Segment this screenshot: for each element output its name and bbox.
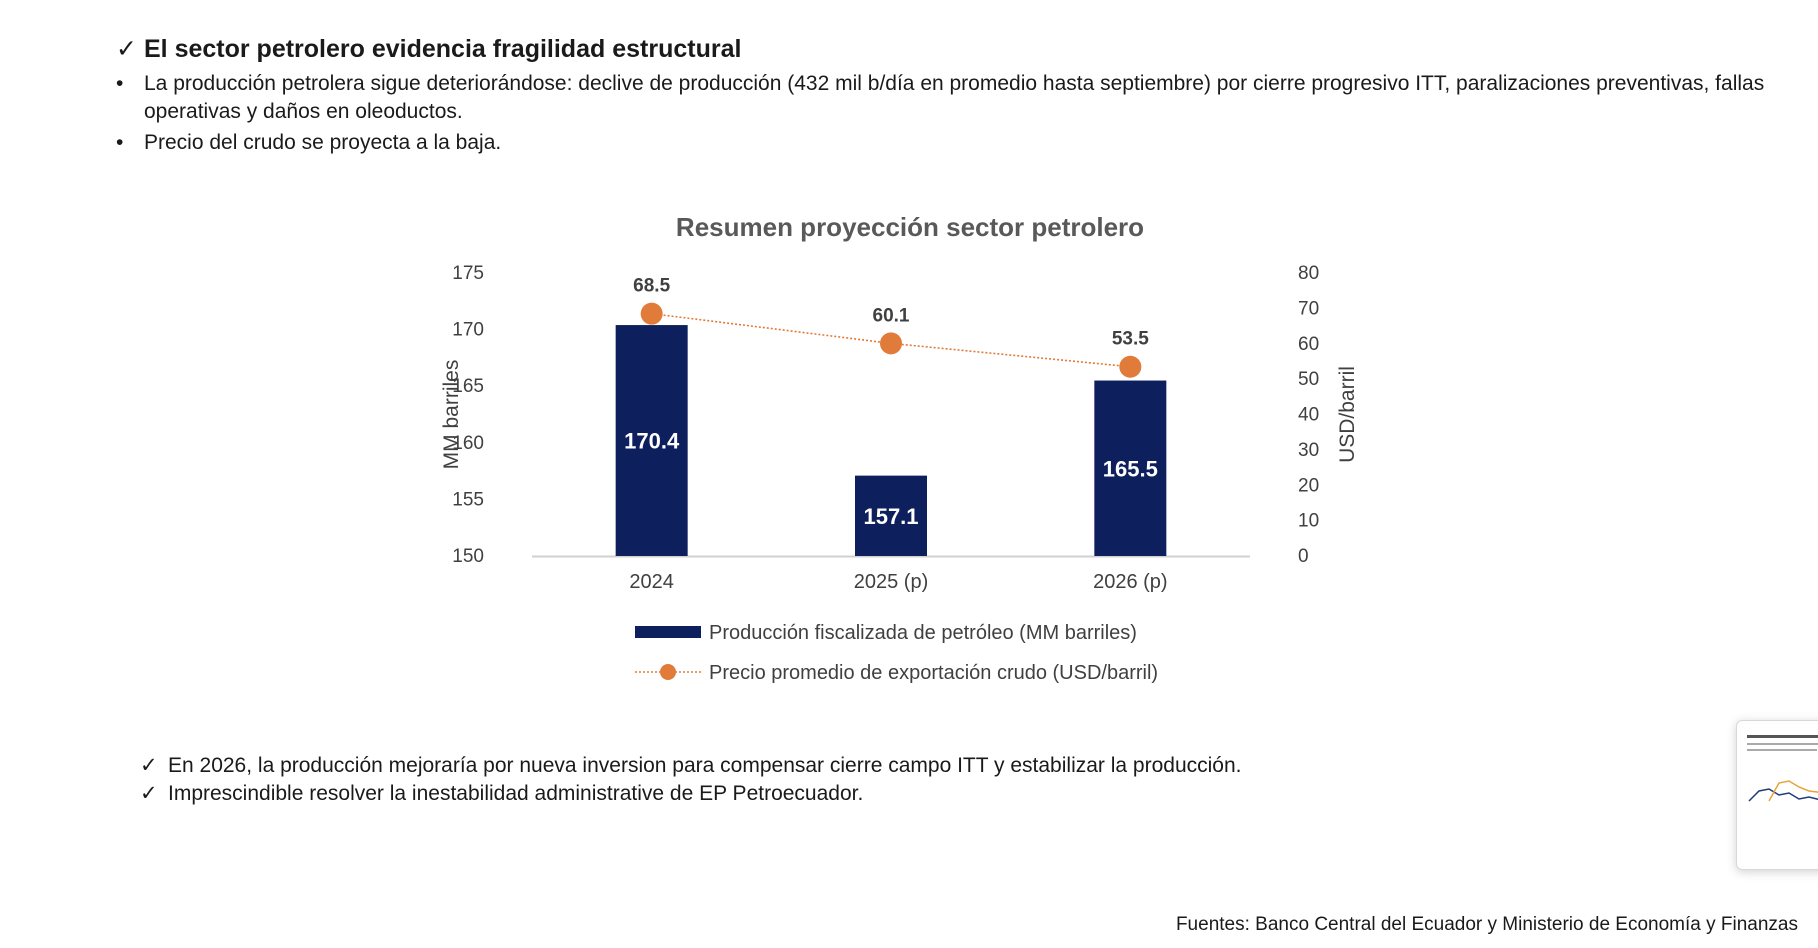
left-axis-tick-label: 170 xyxy=(452,320,484,341)
right-axis-tick-label: 60 xyxy=(1298,334,1319,355)
x-axis-tick-label: 2026 (p) xyxy=(1093,571,1168,593)
conclusions-list: ✓ En 2026, la producción mejoraría por nu… xyxy=(140,752,1242,808)
right-axis-tick-label: 80 xyxy=(1298,263,1319,284)
price-data-label: 68.5 xyxy=(633,276,670,297)
checkmark-icon: ✓ xyxy=(140,782,158,805)
heading-text: El sector petrolero evidencia fragilidad… xyxy=(144,35,742,63)
price-point xyxy=(1119,355,1142,378)
bar-data-label: 170.4 xyxy=(624,429,680,454)
left-axis-title: MM barriles xyxy=(440,360,463,470)
bullet-text: Precio del crudo se proyecta a la baja. xyxy=(144,131,502,154)
right-axis-tick-label: 10 xyxy=(1298,511,1319,532)
left-axis-tick-label: 155 xyxy=(452,489,484,510)
conclusion-text: En 2026, la producción mejoraría por nue… xyxy=(168,754,1242,777)
plot-area: 150 155 160 165 170 175 0 10 20 30 40 50 60 70 80 MM ba… xyxy=(440,263,1359,593)
price-point xyxy=(880,332,902,355)
chart-legend: Producción fiscalizada de petróleo (MM b… xyxy=(635,622,1158,684)
right-axis-tick-label: 30 xyxy=(1298,440,1319,461)
x-axis-tick-label: 2024 xyxy=(629,571,674,593)
x-axis-tick-label: 2025 (p) xyxy=(854,571,929,593)
bullet-list: • La producción petrolera sigue deterior… xyxy=(116,70,1796,160)
left-axis-tick-label: 150 xyxy=(452,546,484,567)
list-item: ✓ Imprescindible resolver la inestabilida… xyxy=(140,780,1242,808)
right-axis-tick-label: 20 xyxy=(1298,475,1319,496)
list-item: • Precio del crudo se proyecta a la baja… xyxy=(116,129,1796,157)
left-axis-tick-label: 165 xyxy=(452,376,484,397)
checkmark-icon: ✓ xyxy=(140,754,158,777)
right-axis-tick-label: 0 xyxy=(1298,546,1309,567)
bar-data-label: 157.1 xyxy=(863,504,918,529)
legend-label-production: Producción fiscalizada de petróleo (MM b… xyxy=(709,622,1137,644)
list-item: • La producción petrolera sigue deterior… xyxy=(116,70,1796,126)
price-data-label: 60.1 xyxy=(873,305,910,326)
bar-production xyxy=(855,475,927,556)
left-axis-tick-label: 160 xyxy=(452,433,484,454)
legend-swatch-price-marker xyxy=(660,664,676,680)
conclusion-text: Imprescindible resolver la inestabilidad… xyxy=(168,782,864,805)
right-axis-tick-label: 70 xyxy=(1298,298,1319,319)
checkmark-icon: ✓ xyxy=(116,35,137,63)
legend-label-price: Precio promedio de exportación crudo (US… xyxy=(709,662,1158,684)
legend-swatch-production xyxy=(635,626,701,638)
bar-production xyxy=(1094,380,1167,556)
bullet-icon: • xyxy=(116,131,124,154)
bar-production xyxy=(615,325,688,556)
right-axis-tick-label: 50 xyxy=(1298,369,1319,390)
slide-heading: ✓ El sector petrolero evidencia fragilida… xyxy=(116,34,741,64)
left-axis-tick-label: 175 xyxy=(452,263,484,284)
bullet-text: La producción petrolera sigue deteriorán… xyxy=(144,72,1765,123)
list-item: ✓ En 2026, la producción mejoraría por nu… xyxy=(140,752,1242,780)
price-point xyxy=(640,302,663,325)
slide-thumbnail[interactable] xyxy=(1736,720,1818,870)
chart-title: Resumen proyección sector petrolero xyxy=(676,212,1144,242)
sources-note: Fuentes: Banco Central del Ecuador y Min… xyxy=(1175,914,1798,935)
right-axis-title: USD/barril xyxy=(1336,366,1359,463)
price-data-label: 53.5 xyxy=(1112,329,1149,350)
right-axis-tick-label: 40 xyxy=(1298,405,1319,426)
bar-data-label: 165.5 xyxy=(1103,456,1158,481)
bullet-icon: • xyxy=(116,72,124,95)
oil-sector-chart: Resumen proyección sector petrolero 1501… xyxy=(440,212,1359,684)
